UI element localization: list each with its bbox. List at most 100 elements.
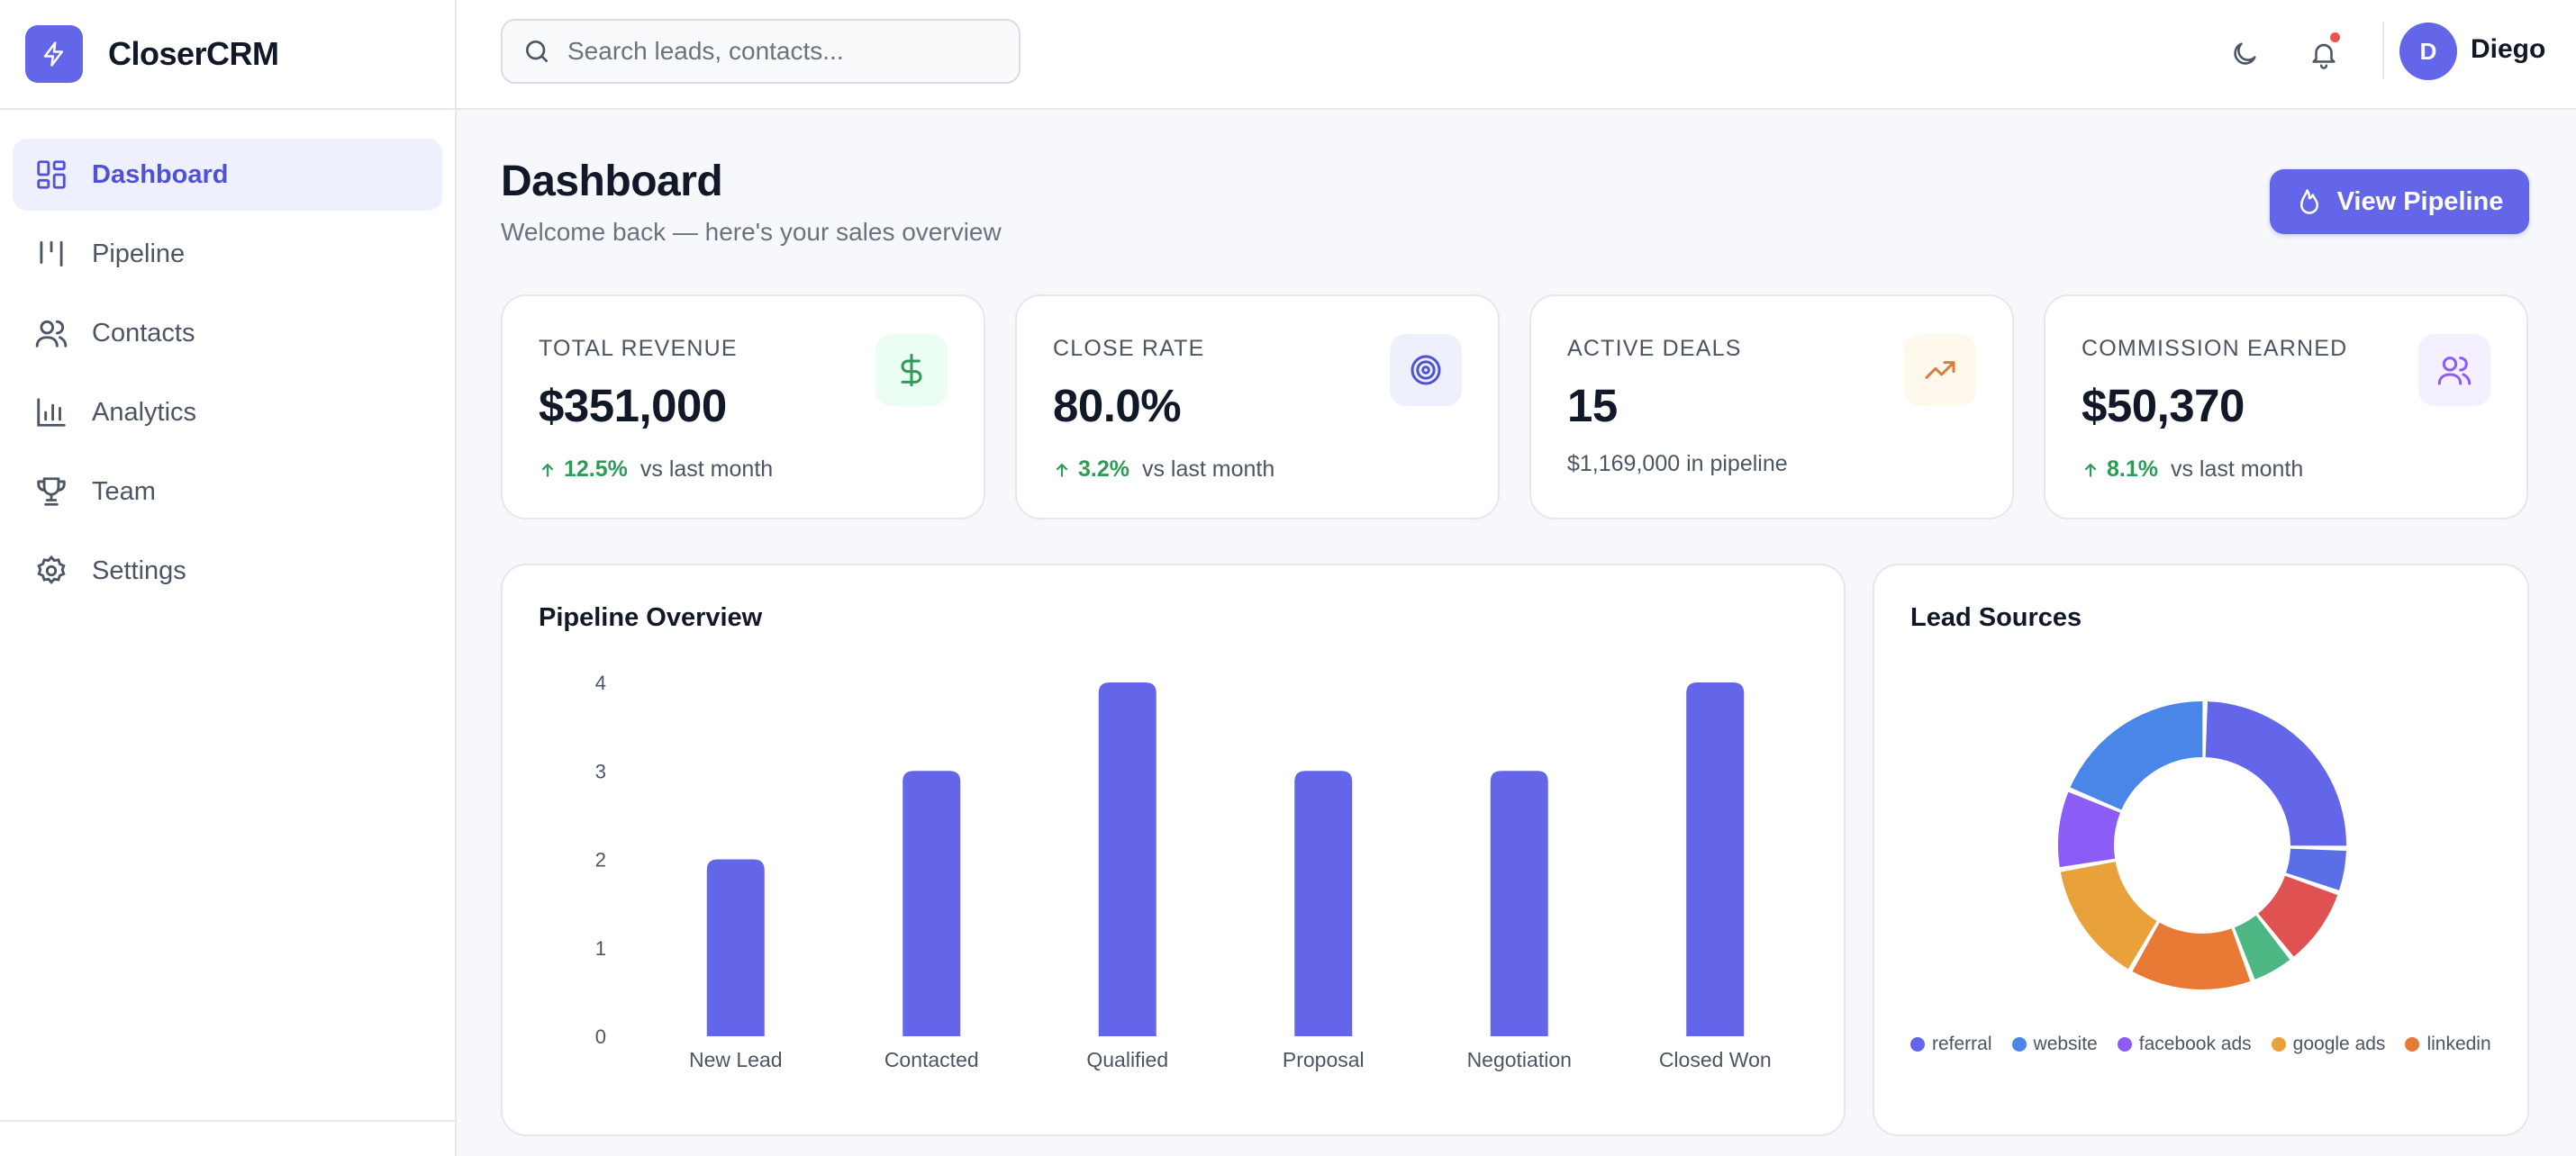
donut-slice[interactable] xyxy=(2205,701,2346,846)
legend-swatch xyxy=(1910,1037,1925,1052)
search-input[interactable] xyxy=(567,37,1000,66)
brand-name: CloserCRM xyxy=(108,35,279,72)
legend-swatch xyxy=(2011,1037,2027,1052)
donut-slice[interactable] xyxy=(2234,915,2290,980)
view-pipeline-button[interactable]: View Pipeline xyxy=(2270,169,2529,234)
sidebar-footer-divider xyxy=(0,1120,455,1122)
stat-note: $1,169,000 in pipeline xyxy=(1567,451,1788,476)
arrow-up-icon xyxy=(541,463,554,477)
avatar[interactable]: D xyxy=(2399,23,2457,80)
lead-sources-donut-chart xyxy=(2058,701,2346,989)
sidebar-item-dashboard[interactable]: Dashboard xyxy=(13,139,442,211)
top-bar: D Diego xyxy=(457,0,2576,110)
stat-value: $50,370 xyxy=(2082,380,2245,431)
chart-legend: referral website facebook ads google ads lin… xyxy=(1910,1034,2511,1055)
bar[interactable] xyxy=(1098,682,1156,1036)
x-tick-label: New Lead xyxy=(689,1048,783,1071)
legend-item[interactable]: referral xyxy=(1910,1034,1992,1055)
trend-suffix: vs last month xyxy=(639,456,774,482)
theme-toggle-button[interactable] xyxy=(2218,27,2272,81)
pipeline-columns-icon xyxy=(40,240,63,267)
donut-slice[interactable] xyxy=(2286,848,2346,890)
legend-item[interactable]: website xyxy=(2011,1034,2098,1055)
donut-slice[interactable] xyxy=(2132,922,2251,989)
dollar-icon xyxy=(875,334,948,406)
page-title: Dashboard xyxy=(501,158,723,205)
y-tick-label: 0 xyxy=(595,1025,606,1048)
stat-value: $351,000 xyxy=(539,380,727,431)
legend-label: google ads xyxy=(2292,1034,2386,1054)
trend-suffix: vs last month xyxy=(2170,456,2304,482)
trend-up: 3.2% xyxy=(1053,456,1129,483)
legend-label: referral xyxy=(1932,1034,1992,1054)
bar[interactable] xyxy=(1490,771,1548,1036)
legend-item[interactable]: google ads xyxy=(2271,1034,2386,1055)
bar[interactable] xyxy=(1294,771,1353,1036)
sidebar-nav: Dashboard Pipeline Contacts Analytics Te… xyxy=(0,110,455,607)
bar[interactable] xyxy=(903,771,961,1036)
sidebar-item-label: Dashboard xyxy=(92,159,229,189)
y-tick-label: 4 xyxy=(595,672,606,694)
user-name[interactable]: Diego xyxy=(2471,34,2546,64)
notifications-button[interactable] xyxy=(2297,27,2351,81)
search-box[interactable] xyxy=(501,19,1020,84)
legend-item[interactable]: facebook ads xyxy=(2117,1034,2252,1055)
stat-label: ACTIVE DEALS xyxy=(1567,336,1742,361)
y-tick-label: 2 xyxy=(595,849,606,872)
legend-label: website xyxy=(2033,1034,2098,1054)
sidebar-item-analytics[interactable]: Analytics xyxy=(13,376,442,448)
y-tick-label: 1 xyxy=(595,937,606,960)
notification-badge xyxy=(2328,31,2342,44)
trend-value: 8.1% xyxy=(2107,456,2158,482)
trend-suffix: vs last month xyxy=(1141,456,1275,482)
stat-card-active-deals: ACTIVE DEALS 15 $1,169,000 in pipeline xyxy=(1529,294,2014,519)
sidebar-item-label: Pipeline xyxy=(92,239,186,268)
target-icon xyxy=(1390,334,1462,406)
x-tick-label: Contacted xyxy=(884,1048,979,1071)
brand[interactable]: CloserCRM xyxy=(0,0,455,110)
sidebar: CloserCRM Dashboard Pipeline Contacts An… xyxy=(0,0,457,1156)
flame-icon xyxy=(2299,189,2318,214)
users-icon xyxy=(2418,334,2490,406)
sidebar-item-pipeline[interactable]: Pipeline xyxy=(13,218,442,290)
stat-value: 80.0% xyxy=(1053,380,1182,431)
bar-chart-icon xyxy=(37,398,66,427)
x-tick-label: Qualified xyxy=(1086,1048,1168,1071)
y-tick-label: 3 xyxy=(595,760,606,782)
sidebar-item-contacts[interactable]: Contacts xyxy=(13,297,442,369)
legend-item[interactable]: linkedin xyxy=(2405,1034,2491,1055)
donut-slice[interactable] xyxy=(2070,701,2203,810)
legend-swatch xyxy=(2405,1037,2420,1052)
header-divider xyxy=(2382,22,2384,79)
sidebar-item-settings[interactable]: Settings xyxy=(13,535,442,607)
x-tick-label: Negotiation xyxy=(1467,1048,1572,1071)
bar[interactable] xyxy=(706,859,765,1037)
donut-slice[interactable] xyxy=(2058,791,2120,868)
stat-value: 15 xyxy=(1567,380,1618,431)
arrow-up-icon xyxy=(2084,463,2097,477)
dashboard-grid-icon xyxy=(37,160,66,189)
sidebar-item-label: Team xyxy=(92,476,156,506)
donut-slice[interactable] xyxy=(2060,862,2157,970)
sidebar-item-team[interactable]: Team xyxy=(13,456,442,528)
users-icon xyxy=(35,320,68,348)
stat-label: COMMISSION EARNED xyxy=(2082,336,2348,361)
x-tick-label: Closed Won xyxy=(1659,1048,1772,1071)
trend-value: 12.5% xyxy=(564,456,628,482)
pipeline-bar-chart: 0 1 2 3 4 New Lead Contacted Qualified Proposal N… xyxy=(595,672,1772,1071)
arrow-up-icon xyxy=(1056,463,1068,477)
stat-card-total-revenue: TOTAL REVENUE $351,000 12.5% vs last mon… xyxy=(501,294,985,519)
stat-card-close-rate: CLOSE RATE 80.0% 3.2% vs last month xyxy=(1015,294,1500,519)
sidebar-item-label: Analytics xyxy=(92,397,197,427)
sidebar-item-label: Contacts xyxy=(92,318,195,348)
lightning-bolt-icon xyxy=(25,25,83,83)
moon-icon xyxy=(2234,42,2256,65)
donut-slice[interactable] xyxy=(2258,875,2338,957)
card-title: Pipeline Overview xyxy=(539,603,763,632)
bell-icon xyxy=(2312,43,2336,69)
legend-label: linkedin xyxy=(2426,1034,2491,1054)
bar[interactable] xyxy=(1686,682,1745,1036)
stat-label: CLOSE RATE xyxy=(1053,336,1205,361)
stat-footer: 8.1% vs last month xyxy=(2082,456,2303,483)
stat-card-commission-earned: COMMISSION EARNED $50,370 8.1% vs last m… xyxy=(2044,294,2528,519)
